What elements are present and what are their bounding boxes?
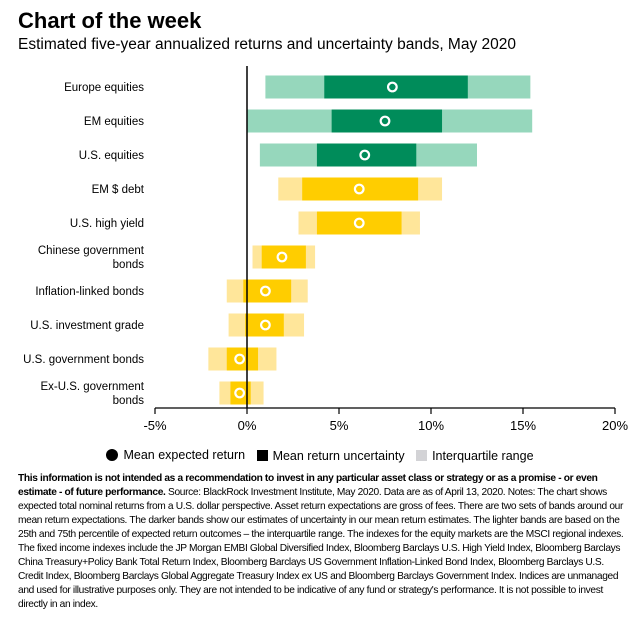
- x-tick-label: 15%: [510, 418, 536, 433]
- x-tick-label: 5%: [330, 418, 349, 433]
- category-label: Chinese government bonds: [38, 245, 145, 271]
- mean-uncertainty-bar: [302, 177, 419, 201]
- x-tick-label: 10%: [418, 418, 444, 433]
- mean-uncertainty-bar: [226, 347, 259, 371]
- legend-square-icon: [256, 450, 268, 461]
- chart-subtitle: Estimated five-year annualized returns a…: [18, 36, 517, 53]
- category-label: EM $ debt: [92, 184, 145, 196]
- mean-uncertainty-bar: [331, 109, 443, 133]
- legend-item-mean-uncertainty: Mean return uncertainty: [256, 448, 405, 463]
- mean-return-marker: [260, 319, 271, 331]
- mean-uncertainty-bar: [243, 279, 292, 303]
- mean-uncertainty-bar: [316, 211, 402, 235]
- mean-return-marker: [359, 149, 371, 161]
- mean-return-marker: [234, 387, 246, 399]
- legend-label: Mean return uncertainty: [272, 448, 405, 463]
- mean-return-marker: [234, 353, 246, 365]
- x-tick-label: 20%: [602, 418, 628, 433]
- category-label: EM equities: [84, 116, 144, 128]
- legend-square-icon: [416, 450, 428, 461]
- category-label: U.S. investment grade: [30, 320, 144, 332]
- mean-uncertainty-bar: [245, 313, 284, 337]
- footnote-text: Source: BlackRock Investment Institute, …: [18, 487, 624, 610]
- legend-label: Mean expected return: [123, 448, 246, 462]
- category-label: U.S. government bonds: [23, 354, 144, 366]
- mean-uncertainty-bar: [261, 245, 306, 269]
- mean-return-marker: [276, 251, 288, 263]
- category-label: Inflation-linked bonds: [35, 286, 144, 298]
- footnote-disclaimer: This information is not intended as a re…: [18, 473, 598, 498]
- footnote: This information is not intended as a re…: [18, 472, 624, 612]
- category-label: U.S. high yield: [70, 218, 144, 230]
- x-tick-label: 0%: [238, 418, 257, 433]
- category-label: U.S. equities: [79, 150, 144, 162]
- category-label: Europe equities: [64, 82, 144, 94]
- category-label: Ex-U.S. government bonds: [40, 381, 144, 407]
- mean-uncertainty-bar: [230, 381, 251, 405]
- chart-plot: Europe equities EM equities U.S. equities E…: [23, 66, 628, 433]
- legend-label: Interquartile range: [432, 448, 534, 463]
- mean-return-marker: [260, 285, 271, 297]
- legend-item-interquartile: Interquartile range: [416, 448, 534, 463]
- mean-return-marker: [353, 183, 365, 195]
- mean-return-marker: [379, 115, 391, 127]
- legend-item-mean-return: Mean expected return: [106, 448, 245, 462]
- mean-uncertainty-bar: [316, 143, 417, 167]
- legend-dot-icon: [106, 449, 119, 461]
- chart-legend: Mean expected return Mean return uncerta…: [0, 448, 640, 464]
- x-tick-label: -5%: [143, 418, 167, 433]
- mean-return-marker: [353, 217, 365, 229]
- mean-return-marker: [386, 81, 398, 93]
- chart-title: Chart of the week: [18, 8, 202, 33]
